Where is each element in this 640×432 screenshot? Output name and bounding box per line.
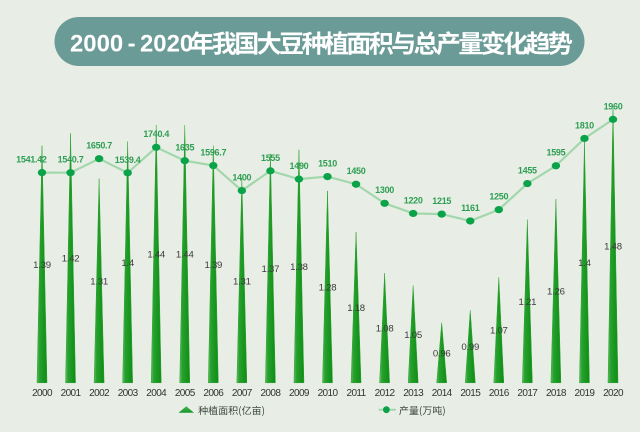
svg-text:1.07: 1.07 xyxy=(490,326,508,337)
svg-text:2002: 2002 xyxy=(89,388,110,399)
svg-text:2019: 2019 xyxy=(575,388,596,399)
svg-text:2009: 2009 xyxy=(289,388,310,399)
svg-text:2017: 2017 xyxy=(517,388,538,399)
svg-text:1.48: 1.48 xyxy=(604,241,622,252)
svg-text:1450: 1450 xyxy=(347,166,366,176)
svg-text:1.08: 1.08 xyxy=(376,324,394,335)
svg-text:1.37: 1.37 xyxy=(262,264,280,275)
svg-text:-: - xyxy=(128,30,136,57)
svg-text:0.99: 0.99 xyxy=(461,342,479,353)
svg-text:1.4: 1.4 xyxy=(121,258,135,269)
svg-text:2020: 2020 xyxy=(603,388,624,399)
svg-text:1.39: 1.39 xyxy=(204,260,222,271)
svg-text:1596.7: 1596.7 xyxy=(200,147,226,157)
svg-text:1.05: 1.05 xyxy=(404,330,422,341)
svg-text:2007: 2007 xyxy=(232,388,253,399)
svg-text:2015: 2015 xyxy=(460,388,481,399)
svg-text:1.26: 1.26 xyxy=(547,287,565,298)
svg-text:2012: 2012 xyxy=(375,388,396,399)
svg-text:2013: 2013 xyxy=(403,388,424,399)
svg-text:1250: 1250 xyxy=(489,192,508,202)
svg-text:1.4: 1.4 xyxy=(578,258,592,269)
svg-text:2003: 2003 xyxy=(118,388,139,399)
svg-text:2005: 2005 xyxy=(175,388,196,399)
svg-text:1740.4: 1740.4 xyxy=(143,129,169,139)
svg-text:2006: 2006 xyxy=(203,388,224,399)
svg-text:1.44: 1.44 xyxy=(176,250,195,261)
svg-text:1.39: 1.39 xyxy=(33,260,51,271)
svg-text:1539.4: 1539.4 xyxy=(115,155,141,165)
svg-text:2020: 2020 xyxy=(140,30,193,57)
svg-text:2000: 2000 xyxy=(70,30,123,57)
svg-text:2000: 2000 xyxy=(32,388,53,399)
svg-text:1650.7: 1650.7 xyxy=(86,141,112,151)
svg-text:1.28: 1.28 xyxy=(319,282,337,293)
svg-text:1215: 1215 xyxy=(432,196,451,206)
svg-text:2014: 2014 xyxy=(432,388,453,399)
svg-text:1490: 1490 xyxy=(290,161,309,171)
svg-text:2008: 2008 xyxy=(260,388,281,399)
svg-text:1.31: 1.31 xyxy=(90,276,108,287)
svg-text:1.44: 1.44 xyxy=(147,250,166,261)
svg-text:2004: 2004 xyxy=(146,388,167,399)
svg-text:1595: 1595 xyxy=(546,148,565,158)
svg-text:1400: 1400 xyxy=(232,172,251,182)
svg-text:1635: 1635 xyxy=(175,143,194,153)
svg-text:1810: 1810 xyxy=(575,120,594,130)
svg-text:2010: 2010 xyxy=(318,388,339,399)
svg-text:2011: 2011 xyxy=(346,388,366,399)
svg-text:1.42: 1.42 xyxy=(62,254,80,265)
svg-text:1540.7: 1540.7 xyxy=(58,155,84,165)
svg-text:1.21: 1.21 xyxy=(519,297,537,308)
svg-text:1.38: 1.38 xyxy=(290,262,308,273)
svg-text:1960: 1960 xyxy=(604,101,623,111)
svg-text:1.31: 1.31 xyxy=(233,276,251,287)
svg-text:1220: 1220 xyxy=(404,195,423,205)
svg-text:2016: 2016 xyxy=(489,388,510,399)
svg-text:1455: 1455 xyxy=(518,165,537,175)
svg-text:1161: 1161 xyxy=(461,203,480,213)
svg-text:1300: 1300 xyxy=(375,185,394,195)
svg-text:1555: 1555 xyxy=(261,153,280,163)
svg-text:1541.42: 1541.42 xyxy=(16,154,47,164)
svg-text:0.96: 0.96 xyxy=(433,348,451,359)
svg-text:1.18: 1.18 xyxy=(347,303,365,314)
svg-text:1510: 1510 xyxy=(318,158,337,168)
svg-text:2001: 2001 xyxy=(61,388,82,399)
svg-text:2018: 2018 xyxy=(546,388,567,399)
